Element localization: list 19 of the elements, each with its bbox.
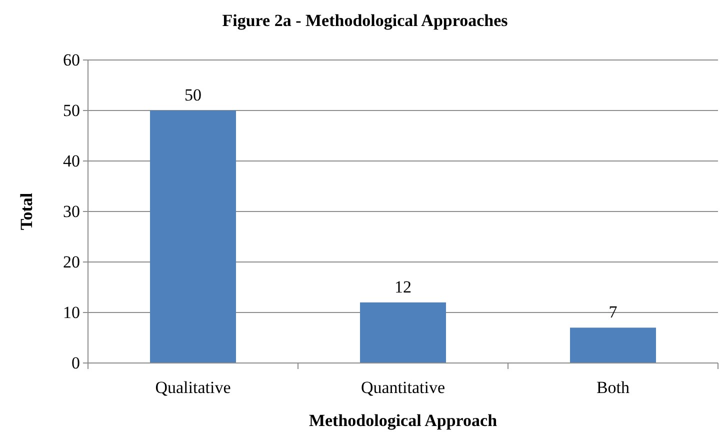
- bar: [360, 302, 446, 363]
- x-tick-label: Quantitative: [360, 378, 446, 397]
- x-tick-label: Both: [596, 378, 630, 397]
- y-tick-label: 30: [63, 202, 80, 221]
- chart-title: Figure 2a - Methodological Approaches: [222, 11, 508, 30]
- bar: [150, 110, 236, 363]
- data-label: 7: [608, 302, 618, 322]
- x-tick-label: Qualitative: [155, 378, 231, 397]
- bar: [570, 328, 656, 363]
- data-label: 12: [394, 277, 412, 296]
- y-tick-label: 60: [63, 50, 80, 70]
- y-tick-label: 50: [63, 100, 80, 120]
- y-tick-label: 0: [72, 353, 80, 372]
- y-tick-label: 10: [63, 302, 80, 322]
- y-axis-title: Total: [17, 192, 36, 230]
- x-axis-title: Methodological Approach: [308, 411, 498, 430]
- y-tick-label: 20: [63, 252, 80, 272]
- data-label: 50: [184, 86, 202, 104]
- y-tick-label: 40: [63, 151, 80, 170]
